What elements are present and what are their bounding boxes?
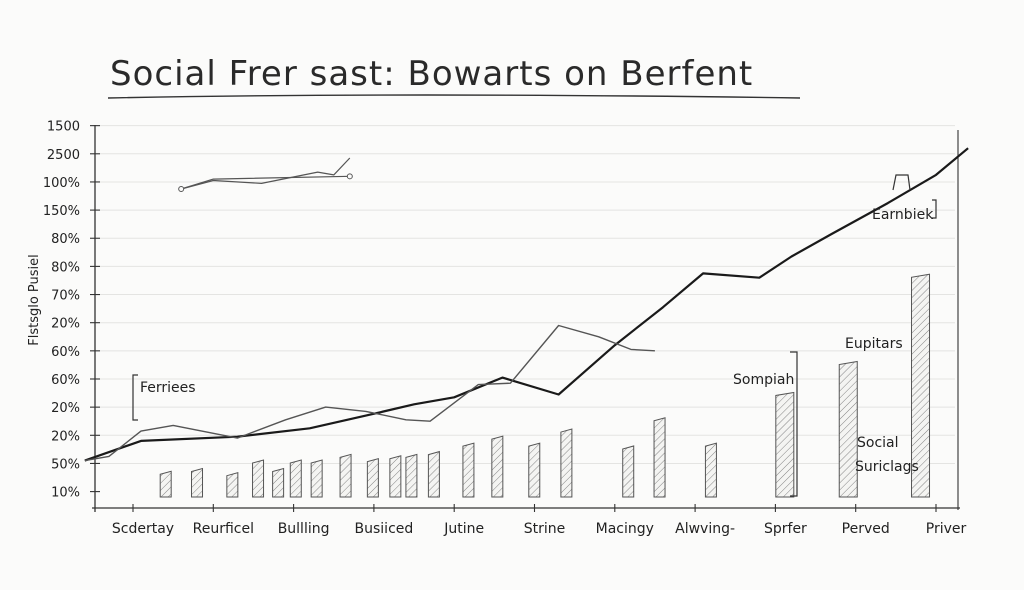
y-tick-label: 20% [51,401,80,416]
y-tick-label: 50% [51,457,80,472]
bar [389,455,402,498]
y-tick-label: 100% [43,176,80,191]
annotation-eupitars: Eupitars [845,336,903,352]
bar [339,453,352,498]
series-line-3 [181,157,351,190]
x-tick-label: Busiiced [355,521,414,537]
y-tick-label: 60% [51,345,80,360]
y-tick-label: 2500 [47,148,80,163]
series-line-4 [181,175,350,190]
x-tick-label: Sprfer [764,521,807,537]
y-tick-label: 20% [51,429,80,444]
bar [272,467,285,498]
bracket-earnbiek [932,199,937,219]
bar [252,459,265,498]
bar [405,453,418,498]
bar [704,442,717,498]
axes [92,125,960,512]
point-marker [346,173,353,180]
gridlines [100,125,955,464]
bar [653,417,666,498]
y-tick-label: 10% [51,486,80,501]
bar [366,457,379,498]
bar [775,391,795,498]
bar [159,470,172,498]
x-tick-label: Priver [926,521,967,537]
y-axis-label: Flstsglo Pusiel [27,254,42,346]
y-tick-label: 20% [51,317,80,332]
y-tick-label: 80% [51,260,80,275]
bar [622,445,635,498]
y-tick-label: 70% [51,289,80,304]
point-marker [178,185,185,192]
bar [310,459,323,498]
annotations: Ferriees Earnbiek Eupitars Sompiah Socia… [132,174,937,497]
x-ticks: Scdertay Reurficel Bullling Busiiced Jutine S… [112,504,967,537]
series-line-2 [84,324,655,462]
x-tick-label: Bullling [278,521,330,537]
y-tick-label: 80% [51,232,80,247]
y-tick-label: 60% [51,373,80,388]
bracket-ferriees [132,374,138,421]
bars [159,273,931,498]
y-tick-label: 150% [43,204,80,219]
lines [84,147,969,462]
bar [427,450,440,498]
x-tick-label: Jutine [443,521,484,537]
x-tick-label: Strine [524,521,566,537]
annotation-social: Social [857,435,899,451]
annotation-suriclags: Suriclags [855,459,919,475]
bar [491,435,504,498]
x-tick-label: Perved [842,521,890,537]
bracket-sompiah [790,351,798,497]
bar [838,360,858,498]
annotation-marker [892,174,911,191]
bar [911,273,931,498]
y-tick-label: 1500 [47,120,80,135]
annotation-sompiah: Sompiah [733,372,794,388]
x-tick-label: Scdertay [112,521,174,537]
bar [191,467,204,498]
series-line-1 [84,147,969,462]
x-tick-label: Alwving- [675,521,735,537]
annotation-earnbiek: Earnbiek [872,207,934,223]
bar [462,442,475,498]
y-ticks: 1500 2500 100% 150% 80% 80% 70% 20% 60% 60% 20% 20%… [43,120,100,501]
x-tick-label: Macingy [596,521,654,537]
chart-title: Social Frer sast: Bowarts on Berfent [110,54,753,94]
annotation-ferriees: Ferriees [140,380,196,396]
x-tick-label: Reurficel [193,521,254,537]
title-underline [107,94,801,99]
bar [226,472,239,498]
bar [528,442,541,498]
bar [289,459,302,498]
bar [560,428,573,498]
